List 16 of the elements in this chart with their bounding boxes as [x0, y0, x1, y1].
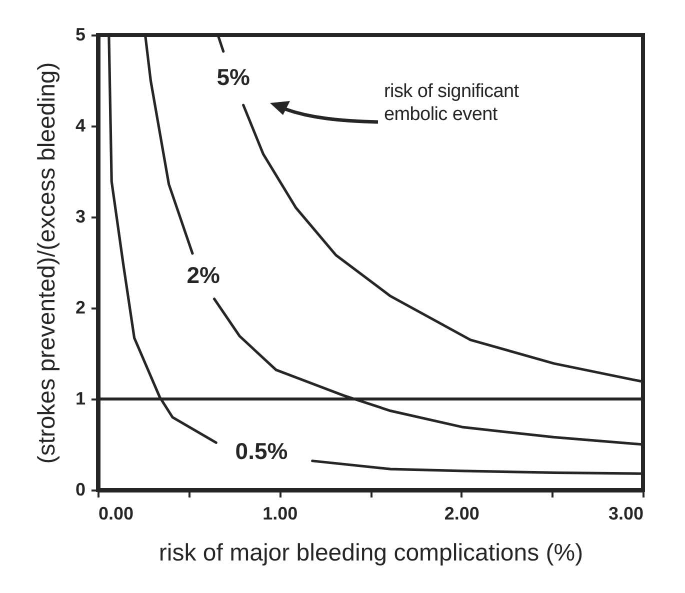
y-axis-title: (strokes prevented)/(excess bleeding) — [33, 62, 60, 464]
y-tick-label: 5 — [75, 24, 86, 44]
series-label: 2% — [186, 262, 220, 288]
annotation: risk of significant embolic event — [384, 80, 520, 126]
x-tick-label: 3.00 — [608, 504, 644, 524]
y-tick-label: 3 — [75, 206, 86, 226]
y-tick-label: 0 — [75, 480, 86, 500]
series-label: 0.5% — [235, 438, 288, 464]
y-tick-label: 4 — [75, 116, 86, 136]
x-tick-label: 1.00 — [262, 504, 298, 524]
x-tick-label: 2.00 — [444, 504, 480, 524]
x-axis-title: risk of major bleeding complications (%) — [158, 540, 584, 566]
y-tick-label: 2 — [75, 298, 86, 318]
series-label: 5% — [216, 64, 250, 90]
x-tick-label: 0.00 — [98, 504, 134, 524]
y-tick-label: 1 — [75, 388, 86, 408]
